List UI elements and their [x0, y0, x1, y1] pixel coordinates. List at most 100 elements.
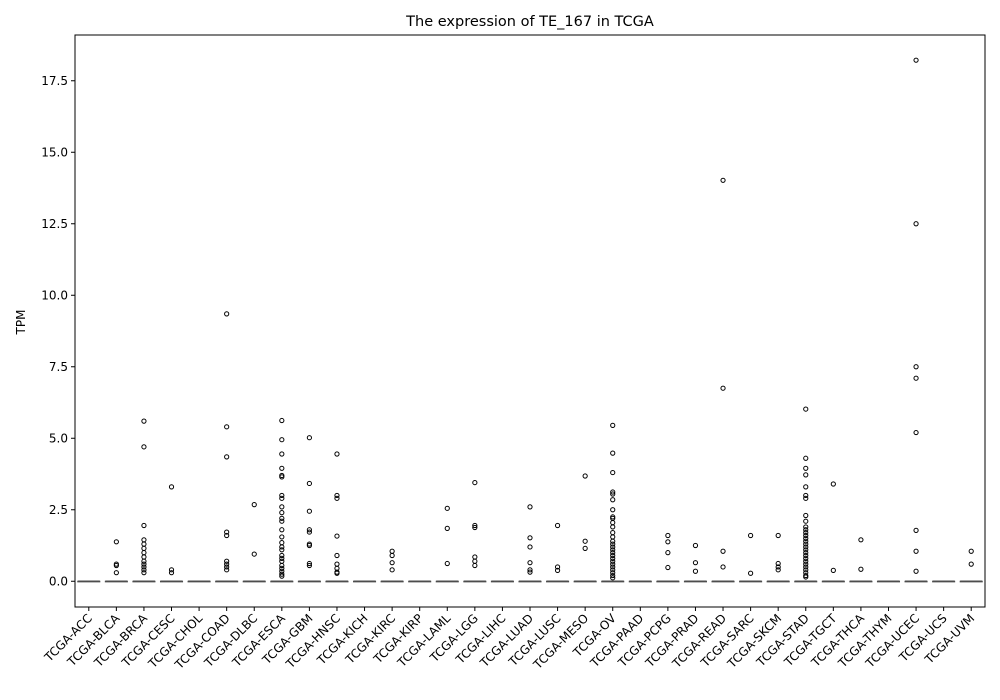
outlier-point [141, 545, 147, 551]
outlier-point [168, 567, 175, 573]
outlier-point [665, 532, 671, 539]
outlier-point [279, 495, 285, 501]
outlier-point [610, 564, 616, 570]
outlier-point [527, 569, 533, 575]
outlier-point [913, 57, 919, 63]
outlier-point [830, 481, 836, 487]
outlier-point [720, 177, 726, 183]
outlier-point [582, 473, 588, 479]
outlier-point [279, 451, 285, 457]
outlier-point [306, 480, 312, 487]
outlier-point [141, 564, 147, 570]
outlier-point [610, 422, 616, 428]
plot-frame [74, 34, 986, 608]
outlier-point [279, 534, 285, 540]
outlier-point [224, 311, 230, 317]
outlier-point [554, 564, 561, 570]
y-axis-label: TPM [14, 310, 28, 336]
outlier-point [692, 560, 699, 566]
outlier-point [803, 552, 809, 559]
outlier-point [803, 495, 809, 501]
outlier-point [279, 547, 285, 553]
outlier-point [279, 573, 285, 579]
outlier-point [141, 522, 147, 529]
outlier-point [141, 554, 147, 560]
outlier-point [582, 545, 588, 551]
outlier-point [610, 541, 616, 547]
outlier-point [224, 558, 230, 564]
outlier-point [610, 575, 616, 581]
outlier-point [554, 567, 561, 573]
outlier-point [141, 418, 147, 424]
outlier-point [610, 534, 616, 540]
outlier-point [610, 550, 616, 556]
outlier-point [141, 570, 147, 576]
outlier-point [279, 568, 285, 574]
outlier-point [803, 518, 809, 524]
outlier-point [389, 548, 395, 554]
outlier-point [306, 562, 312, 569]
outlier-point [279, 417, 285, 424]
outlier-point [224, 529, 230, 535]
outlier-point [306, 508, 312, 514]
outlier-point [610, 555, 616, 561]
outlier-point [610, 552, 616, 559]
outlier-point [113, 539, 119, 545]
outlier-point [748, 532, 754, 539]
outlier-point [913, 548, 919, 554]
outlier-point [803, 555, 809, 561]
outlier-point [610, 558, 616, 564]
outlier-point [306, 542, 312, 549]
outlier-point [141, 550, 147, 556]
outlier-point [279, 437, 285, 443]
outlier-point [306, 560, 312, 567]
outlier-point [527, 504, 533, 510]
outlier-point [141, 567, 147, 573]
outlier-point [224, 454, 230, 460]
outlier-point [803, 512, 809, 519]
outlier-point [444, 525, 450, 531]
outlier-point [610, 538, 616, 544]
outlier-point [665, 564, 671, 571]
y-tick-label: 17.5 [41, 74, 68, 88]
outlier-point [610, 547, 616, 553]
outlier-point [279, 558, 285, 564]
outlier-point [775, 564, 781, 570]
outlier-point [610, 544, 616, 550]
outlier-point [968, 561, 974, 567]
outlier-point [279, 510, 285, 516]
outlier-point [692, 542, 699, 549]
outlier-point [141, 444, 147, 450]
outlier-point [830, 567, 836, 573]
outlier-point [803, 465, 809, 471]
outlier-point [472, 524, 478, 531]
outlier-point [610, 469, 616, 476]
outlier-point [334, 495, 340, 501]
outlier-point [803, 541, 809, 547]
outlier-point [775, 560, 781, 567]
outlier-point [913, 375, 919, 381]
outlier-point [141, 561, 147, 567]
outlier-point [279, 474, 285, 480]
outlier-point [389, 552, 395, 559]
outlier-point [279, 552, 285, 559]
outlier-point [224, 564, 230, 570]
outlier-point [913, 429, 919, 436]
outlier-point [803, 530, 809, 536]
outlier-point [803, 544, 809, 550]
outlier-point [858, 566, 864, 572]
outlier-point [720, 564, 726, 570]
outlier-point [141, 537, 147, 543]
outlier-point [803, 567, 809, 573]
plot-area [77, 57, 983, 583]
outlier-point [610, 450, 616, 456]
outlier-point [527, 567, 533, 573]
outlier-point [527, 560, 533, 566]
outlier-point [389, 567, 395, 573]
outlier-point [610, 489, 616, 495]
outlier-point [279, 544, 285, 550]
outlier-point [803, 538, 809, 544]
outlier-point [224, 532, 230, 539]
outlier-point [803, 547, 809, 553]
outlier-point [334, 552, 340, 559]
